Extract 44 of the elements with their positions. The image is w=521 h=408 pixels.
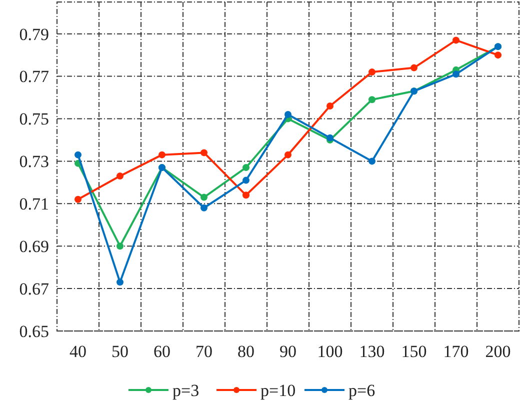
- point: [284, 151, 292, 158]
- x-tick-label: 200: [485, 342, 511, 361]
- point: [116, 242, 124, 250]
- x-tick-label: 150: [401, 342, 427, 361]
- point: [116, 278, 124, 286]
- y-tick-label: 0.65: [19, 322, 49, 341]
- point: [200, 149, 208, 156]
- point: [200, 204, 208, 212]
- y-tick-label: 0.67: [19, 280, 50, 298]
- legend-label: p=3: [172, 380, 200, 400]
- point: [410, 64, 418, 72]
- point: [326, 102, 334, 110]
- legend-label: p=10: [260, 380, 296, 400]
- y-tick-label: 0.79: [19, 24, 49, 44]
- x-tick-label: 100: [317, 342, 343, 361]
- y-tick-label: 0.71: [19, 194, 49, 214]
- legend-label: p=6: [348, 380, 376, 400]
- point: [368, 96, 376, 104]
- x-tick-label: 170: [443, 342, 469, 361]
- point: [242, 164, 250, 172]
- x-tick-label: 40: [70, 342, 86, 361]
- point: [284, 110, 292, 118]
- point: [368, 158, 376, 165]
- point: [368, 68, 376, 76]
- point: [494, 52, 502, 59]
- point: [452, 36, 460, 44]
- point: [74, 151, 82, 158]
- y-tick-label: 0.69: [19, 237, 49, 256]
- x-tick-label: 60: [154, 342, 170, 361]
- point: [200, 194, 208, 201]
- y-tick-label: 0.73: [19, 152, 49, 172]
- y-tick-label: 0.75: [19, 110, 49, 129]
- x-tick-label: 130: [359, 342, 385, 361]
- point: [116, 172, 124, 180]
- x-tick-label: 80: [238, 342, 254, 361]
- point: [242, 192, 250, 199]
- x-tick-label: 50: [112, 342, 128, 361]
- x-tick-label: 70: [196, 342, 212, 361]
- point: [242, 176, 250, 184]
- point: [74, 196, 82, 203]
- point: [158, 151, 166, 158]
- x-tick-label: 90: [280, 342, 296, 361]
- y-tick-label: 0.77: [19, 67, 50, 86]
- point: [452, 70, 460, 78]
